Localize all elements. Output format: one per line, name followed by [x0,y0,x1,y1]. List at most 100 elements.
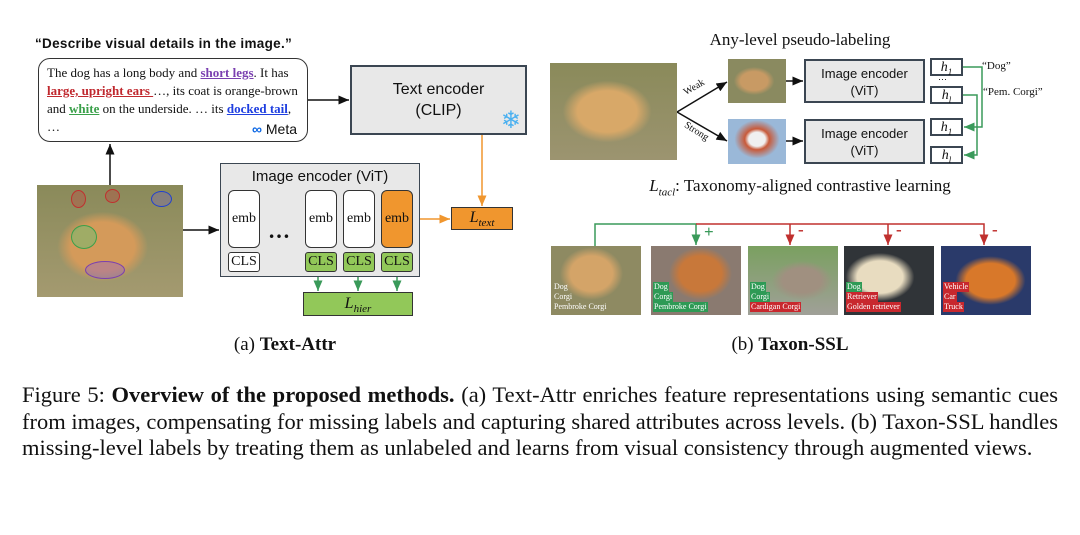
taxonomy-label: Truck [943,302,964,312]
h-symbol: h [940,120,948,135]
loss-symbol: L [344,295,354,312]
desc-text: , … [47,101,292,134]
negative-sign: - [798,220,804,239]
taxonomy-label: Dog [554,282,568,291]
pseudo-label-corgi: “Pem. Corgi” [983,86,1043,98]
caption-prefix: (b) [731,334,759,355]
loss-subscript: tacl [658,186,676,199]
taxonomy-label: Vehicle [943,282,969,292]
white-fur-highlight [71,225,97,249]
taxonomy-label: Corgi [750,292,771,302]
h-subscript: l [948,154,952,165]
attr-docked-tail: docked tail [226,101,288,116]
taxonomy-labels: Dog Corgi Pembroke Corgi [553,282,608,312]
caption-a: (a) Text-Attr [0,334,570,356]
caption-prefix: (a) [233,334,260,355]
l-hier-loss-box: Lhier [303,292,413,316]
emb-token: emb [228,190,260,248]
loss-subscript: text [478,217,495,230]
encoder-label: Image encoder [821,126,908,141]
figure-caption-text: (a) Text-Attr enriches feature represent… [22,382,1058,460]
taxonomy-labels: Dog Corgi Cardigan Corgi [750,282,802,312]
h1-output: h1 [930,118,963,137]
taxonomy-label: Golden retriever [846,302,901,312]
ellipsis: ⋯ [938,74,947,84]
taxonomy-label: Corgi [653,292,674,302]
taxonomy-labels: Dog Retriever Golden retriever [846,282,901,312]
legs-highlight [85,261,125,279]
figure-label: Figure 5: [22,382,112,407]
taxonomy-label: Car [943,292,957,302]
emb-token: emb [343,190,375,248]
positive-sign: + [704,222,714,241]
figure-caption: Figure 5: Overview of the proposed metho… [22,382,1058,462]
strong-image-encoder: Image encoder (ViT) [804,119,925,164]
h1-output: h1 [930,58,963,77]
attr-short-legs: short legs [200,65,254,80]
ear-highlight [71,190,86,208]
sample-image: Vehicle Car Truck [941,246,1031,315]
h-subscript: 1 [947,126,953,137]
snowflake-frozen-icon: ❄ [500,107,521,134]
meta-logo-text: Meta [265,121,297,137]
meta-infinity-icon: ∞ [252,121,262,137]
cls-token: CLS [228,252,260,272]
sample-image: Dog Corgi Pembroke Corgi [651,246,741,315]
cls-token: CLS [305,252,337,272]
h-subscript: 1 [947,66,953,77]
loss-symbol: L [649,176,659,195]
prompt-text: “Describe visual details in the image.” [35,36,293,51]
h-symbol: h [941,88,949,103]
emb-token: emb [305,190,337,248]
desc-text: on the underside. … its [99,101,227,116]
sample-image: Dog Corgi Pembroke Corgi [551,246,641,315]
taxonomy-label: Dog [846,282,862,292]
tacl-description: : Taxonomy-aligned contrastive learning [675,176,951,195]
ellipsis: … [268,218,290,243]
taxonomy-label: Retriever [846,292,878,302]
taxonomy-label: Corgi [554,292,573,301]
desc-text: . It has [253,65,289,80]
loss-symbol: L [469,209,479,226]
tail-highlight [151,191,172,207]
text-encoder-box: Text encoder (CLIP) ❄ [350,65,527,135]
loss-subscript: hier [353,303,372,316]
negative-sign: - [896,220,902,239]
h-subscript: l [948,94,952,105]
cls-token: CLS [343,252,375,272]
weak-aug-image [728,59,786,103]
caption-title: Taxon-SSL [758,334,849,355]
figure-caption-title: Overview of the proposed methods. [111,382,455,407]
encoder-sublabel: (ViT) [850,83,879,98]
caption-title: Text-Attr [259,334,337,355]
taxonomy-labels: Vehicle Car Truck [943,282,969,312]
cls-token: CLS [381,252,413,272]
taxonomy-label: Pembroke Corgi [653,302,708,312]
attr-upright-ears: large, upright ears [47,83,154,98]
taxonomy-label: Dog [750,282,766,292]
pseudo-labeling-title: Any-level pseudo-labeling [709,30,891,49]
negative-sign: - [992,220,998,239]
image-encoder-title: Image encoder (ViT) [251,168,389,185]
taxonomy-label: Pembroke Corgi [554,302,607,311]
hl-output: hl [930,86,963,105]
text-encoder-label: Text encoder [392,81,485,98]
corgi-source-image [550,63,677,160]
h-symbol: h [940,60,948,75]
weak-image-encoder: Image encoder (ViT) [804,59,925,103]
hl-output: hl [930,146,963,165]
text-encoder-sublabel: (CLIP) [415,102,462,119]
tacl-title: Ltacl: Taxonomy-aligned contrastive lear… [630,176,970,198]
sample-image: Dog Corgi Cardigan Corgi [748,246,838,315]
l-text-loss-box: Ltext [451,207,513,230]
taxonomy-labels: Dog Corgi Pembroke Corgi [653,282,708,312]
taxonomy-label: Dog [653,282,669,292]
description-box: The dog has a long body and short legs. … [38,58,308,142]
caption-b: (b) Taxon-SSL [570,334,1010,356]
h-symbol: h [941,148,949,163]
strong-aug-image [728,119,786,164]
desc-text: The dog has a long body and [47,65,201,80]
emb-token-last: emb [381,190,413,248]
attr-white: white [69,101,100,116]
